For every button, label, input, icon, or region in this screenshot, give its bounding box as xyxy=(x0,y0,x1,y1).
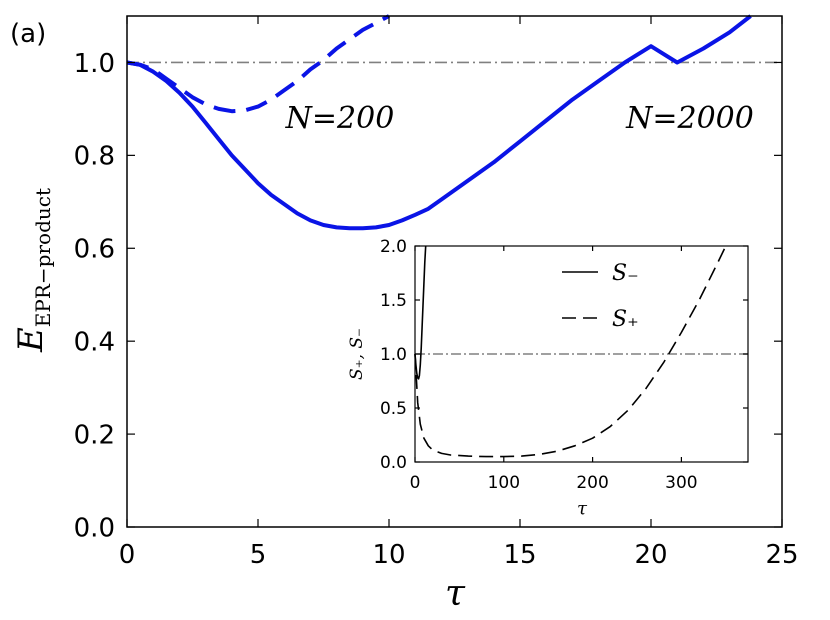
main-y-tick-label: 0.6 xyxy=(74,235,115,265)
inset-x-tick-label: 200 xyxy=(576,473,608,493)
main-series-b-line xyxy=(126,14,390,114)
main-y-tick-label: 0.0 xyxy=(74,513,115,543)
inset-x-tick-label: 0 xyxy=(410,473,421,493)
main-series-group xyxy=(126,14,752,231)
main-plot-frame xyxy=(126,15,783,528)
main-x-tick-label: 5 xyxy=(250,540,267,570)
main-y-tick-label: 0.8 xyxy=(74,142,115,172)
main-x-tick-label: 0 xyxy=(119,540,136,570)
main-x-tick-label: 20 xyxy=(634,540,667,570)
inset-x-axis-label: τ xyxy=(577,498,588,519)
main-y-axis-label-main: E xyxy=(11,327,51,353)
main-ticks: 0 5 10 15 20 25 0.0 0.2 0.4 0.6 0.8 1.0 xyxy=(74,16,799,570)
svg-text:EEPR−product: EEPR−product xyxy=(11,188,55,353)
panel-label: (a) xyxy=(10,19,46,49)
annotation-n200: N=200 xyxy=(285,101,395,136)
inset-y-tick-label: 1.0 xyxy=(380,345,407,365)
main-y-tick-label: 0.4 xyxy=(74,328,115,358)
inset-y-tick-label: 0.5 xyxy=(380,399,407,419)
annotation-n2000: N=2000 xyxy=(625,101,754,136)
main-y-tick-label: 1.0 xyxy=(74,49,115,79)
inset-series-b-line xyxy=(414,245,727,458)
main-chart: 0 5 10 15 20 25 0.0 0.2 0.4 0.6 0.8 1.0 τ EEPR−prod… xyxy=(11,14,799,614)
inset-y-axis-label: S₊, S₋ xyxy=(347,328,367,380)
inset-chart: 0 100 200 300 0.0 0.5 1.0 1.5 2.0 S₋ S₊ τ S₊, S₋ xyxy=(347,237,749,519)
main-x-tick-label: 25 xyxy=(765,540,798,570)
inset-ticks: 0 100 200 300 0.0 0.5 1.0 1.5 2.0 xyxy=(380,237,748,493)
inset-legend: S₋ S₊ xyxy=(562,261,639,332)
main-x-tick-label: 15 xyxy=(503,540,536,570)
legend-label-s-plus: S₊ xyxy=(612,307,639,332)
main-x-axis-label: τ xyxy=(445,573,466,614)
inset-series-group xyxy=(414,245,727,458)
main-series-a-line xyxy=(126,14,752,231)
inset-y-tick-label: 1.5 xyxy=(380,291,407,311)
main-y-axis-label: EEPR−product xyxy=(11,188,55,353)
main-x-tick-label: 10 xyxy=(372,540,405,570)
legend-label-s-minus: S₋ xyxy=(612,261,639,286)
inset-y-tick-label: 2.0 xyxy=(380,237,407,257)
inset-x-tick-label: 300 xyxy=(665,473,697,493)
inset-series-a-line xyxy=(414,245,427,380)
main-y-axis-label-sub: EPR−product xyxy=(31,188,55,327)
inset-y-tick-label: 0.0 xyxy=(380,453,407,473)
inset-x-tick-label: 100 xyxy=(488,473,520,493)
main-y-tick-label: 0.2 xyxy=(74,420,115,450)
